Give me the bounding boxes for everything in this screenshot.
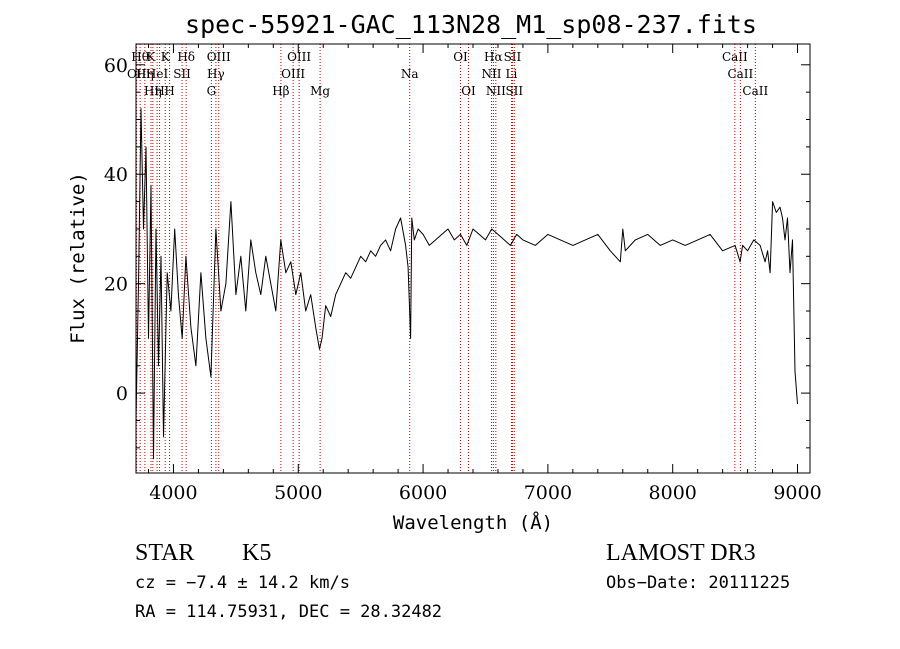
x-tick-label: 5000 [274,482,322,504]
x-tick-label: 8000 [649,482,697,504]
line-marker-label: CaII [722,50,748,64]
line-marker-label: SII [173,67,191,81]
line-marker-label: K [161,50,171,64]
observation-date: Obs−Date: 20111225 [606,573,791,593]
axis-ticks: 4000 5000 6000 7000 8000 9000 0 20 40 60 [104,44,822,504]
object-class: STAR [135,540,195,566]
y-tick-label: 0 [116,383,128,405]
x-tick-label: 6000 [399,482,447,504]
line-marker-label: Li [506,67,518,81]
line-marker-label: OIII [281,67,305,81]
line-marker-label: NII [481,67,501,81]
series-line-flux [135,108,798,460]
x-tick-label: 7000 [524,482,572,504]
line-marker-label: Hδ [177,50,195,64]
series-group [135,108,798,460]
line-marker-label: G [207,84,217,98]
x-tick-label: 9000 [773,482,821,504]
x-axis-label: Wavelength (Å) [393,511,553,534]
line-marker-label: SII [504,50,522,64]
y-axis-label: Flux (relative) [67,172,89,344]
y-tick-label: 20 [104,274,128,296]
object-subclass: K5 [242,540,272,566]
line-marker-label: H [154,84,164,98]
line-marker-label: Hη [144,84,162,98]
line-marker-label: Hγ [207,67,225,81]
y-tick-label: 60 [104,55,128,77]
line-marker-label: OI [461,84,476,98]
line-markers: OIIHθHηKHηHeIHKHSIIHδGHγOIIIHβOIIIOIIIMg… [127,44,768,473]
plot-frame [135,43,811,474]
line-marker-label: HeI [146,67,169,81]
line-marker-label: H [164,84,174,98]
line-marker-label: Mg [310,84,330,98]
chart-title: spec-55921-GAC_113N28_M1_sp08-237.fits [185,10,757,39]
line-marker-label: NII [486,84,506,98]
line-marker-label: OIII [287,50,311,64]
redshift-cz: cz = −7.4 ± 14.2 km/s [135,573,350,593]
line-marker-label: Hη [136,67,154,81]
line-marker-label: K [146,50,156,64]
line-marker-label: OI [453,50,468,64]
line-marker-label: Hβ [272,84,289,98]
line-marker-label: Hα [484,50,503,64]
line-marker-label: Na [401,67,419,81]
line-marker-label: CaII [727,67,753,81]
ra-dec-coordinates: RA = 114.75931, DEC = 28.32482 [135,602,443,622]
line-marker-label: OII [127,67,147,81]
line-marker-label: OIII [207,50,231,64]
line-marker-label: SII [505,84,523,98]
line-marker-label: CaII [742,84,768,98]
x-tick-label: 4000 [149,482,197,504]
y-tick-label: 40 [104,164,128,186]
survey-name: LAMOST DR3 [606,540,756,566]
